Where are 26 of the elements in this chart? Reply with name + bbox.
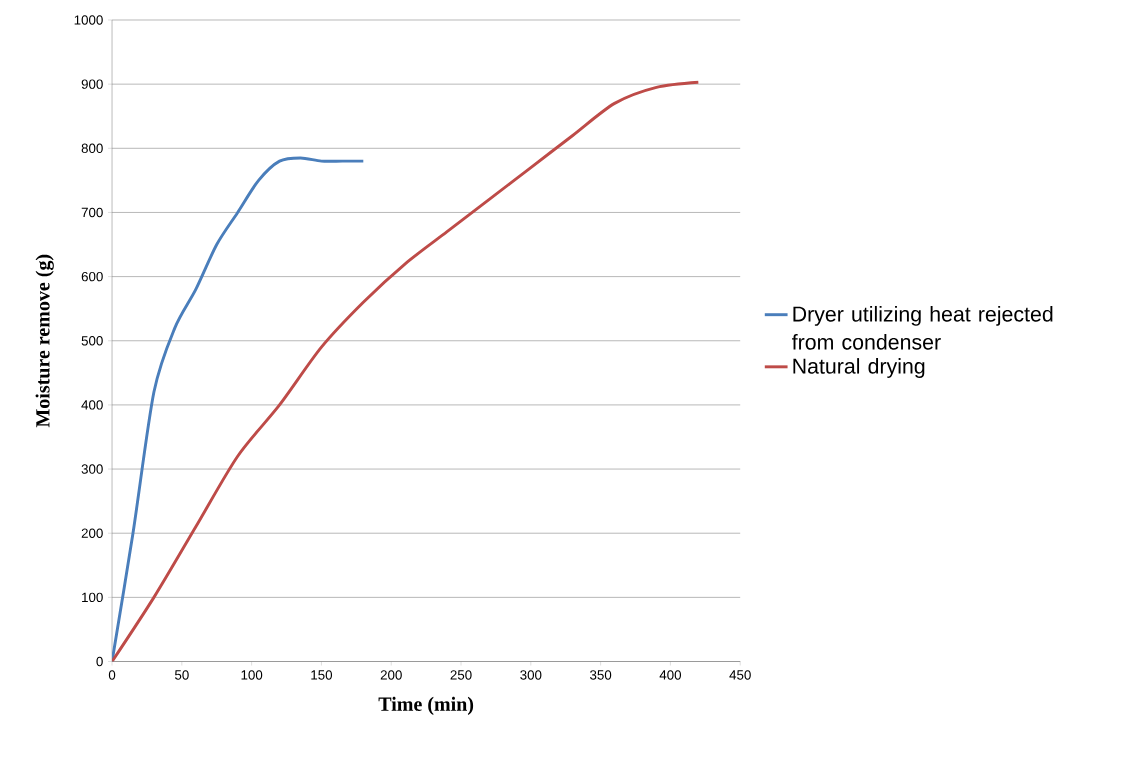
x-tick-label: 150 <box>311 670 333 680</box>
x-tick-label: 400 <box>659 670 682 680</box>
y-tick-label: 500 <box>81 335 103 346</box>
x-tick-label: 300 <box>520 670 542 680</box>
x-tick-label: 450 <box>729 670 751 680</box>
legend-label: Natural drying <box>793 358 925 378</box>
x-tick-label: 0 <box>108 670 116 680</box>
y-tick-label: 400 <box>81 400 103 410</box>
y-tick-label: 200 <box>81 528 103 538</box>
legend-label: Dryer utilizing heat rejected from condenser <box>791 305 1053 350</box>
y-tick-label: 100 <box>82 592 103 602</box>
y-tick-label: 300 <box>81 464 103 474</box>
y-tick-label: 900 <box>81 79 103 89</box>
x-tick-label: 200 <box>380 670 402 680</box>
x-tick-label: 250 <box>450 670 472 680</box>
y-tick-label: 1000 <box>74 15 103 25</box>
y-tick-label: 800 <box>81 143 103 153</box>
y-tick-label: 0 <box>96 656 103 667</box>
x-axis-title: Time (min) <box>378 696 474 715</box>
line-series <box>112 80 700 662</box>
y-tick-label: 600 <box>81 271 103 282</box>
x-tick-label: 100 <box>241 670 263 680</box>
y-tick-label: 700 <box>81 207 103 218</box>
y-axis-title: Moisture remove (g) <box>35 254 54 428</box>
x-tick-label: 50 <box>174 670 189 680</box>
x-tick-label: 350 <box>590 670 612 680</box>
